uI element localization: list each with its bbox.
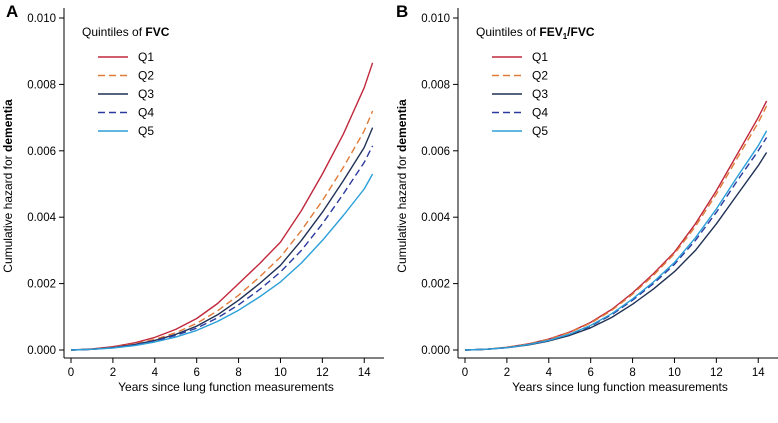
y-tick-label: 0.006 — [421, 146, 450, 158]
legend-label-q1: Q1 — [532, 50, 548, 64]
y-tick-label: 0.008 — [27, 79, 56, 91]
x-tick-label: 12 — [316, 367, 329, 379]
legend-label-q1: Q1 — [138, 50, 154, 64]
x-tick-label: 0 — [68, 367, 74, 379]
x-tick-label: 10 — [668, 367, 681, 379]
y-tick-label: 0.006 — [27, 146, 56, 158]
panel-b: 0.000 0.002 0.004 0.006 0.008 0.010 0 2 4 6 8 10 12 1… — [395, 2, 778, 394]
series-line-q2 — [464, 105, 768, 351]
legend-label-q5: Q5 — [138, 124, 154, 138]
x-tick-label: 2 — [110, 367, 116, 379]
y-tick-label: 0.010 — [27, 13, 56, 25]
panel-label: A — [6, 2, 18, 21]
series-line-q3 — [70, 127, 374, 351]
y-tick-label: 0.000 — [27, 345, 56, 357]
x-axis-title: Years since lung function measurements — [512, 380, 728, 394]
x-tick-label: 4 — [546, 367, 553, 379]
x-tick-label: 6 — [193, 367, 199, 379]
x-axis-title: Years since lung function measurements — [118, 380, 334, 394]
legend-title: Quintiles of FVC — [82, 25, 170, 39]
series-line-q5 — [464, 130, 768, 351]
series-line-q4 — [464, 137, 768, 351]
x-tick-label: 10 — [274, 367, 287, 379]
series-line-q1 — [70, 62, 374, 351]
legend-label-q3: Q3 — [138, 87, 154, 101]
series-line-q4 — [70, 145, 374, 351]
x-tick-label: 4 — [152, 367, 159, 379]
x-tick-label: 2 — [504, 367, 510, 379]
x-tick-label: 8 — [235, 367, 241, 379]
panel-label: B — [396, 2, 408, 21]
legend-title: Quintiles of FEV1/FVC — [476, 25, 595, 41]
legend-label-q5: Q5 — [532, 124, 548, 138]
legend-label-q2: Q2 — [532, 69, 548, 83]
legend-label-q2: Q2 — [138, 69, 154, 83]
legend-label-q4: Q4 — [138, 106, 154, 120]
y-tick-label: 0.004 — [421, 212, 450, 224]
series-line-q5 — [70, 173, 374, 351]
y-axis-title: Cumulative hazard for dementia — [395, 99, 409, 273]
x-tick-label: 14 — [752, 367, 765, 379]
y-tick-label: 0.002 — [27, 279, 56, 291]
x-tick-label: 12 — [710, 367, 723, 379]
legend-label-q3: Q3 — [532, 87, 548, 101]
y-tick-label: 0.002 — [421, 279, 450, 291]
x-tick-label: 0 — [462, 367, 468, 379]
x-tick-label: 14 — [358, 367, 371, 379]
panel-a: 0.000 0.002 0.004 0.006 0.008 0.010 0 2 4 6 8 10 12 1… — [1, 2, 384, 394]
y-tick-label: 0.004 — [27, 212, 56, 224]
y-tick-label: 0.000 — [421, 345, 450, 357]
x-tick-label: 6 — [587, 367, 593, 379]
series-line-q2 — [70, 110, 374, 351]
legend-label-q4: Q4 — [532, 106, 548, 120]
x-tick-label: 8 — [629, 367, 635, 379]
y-axis-title: Cumulative hazard for dementia — [1, 99, 15, 273]
y-tick-label: 0.008 — [421, 79, 450, 91]
y-tick-label: 0.010 — [421, 13, 450, 25]
